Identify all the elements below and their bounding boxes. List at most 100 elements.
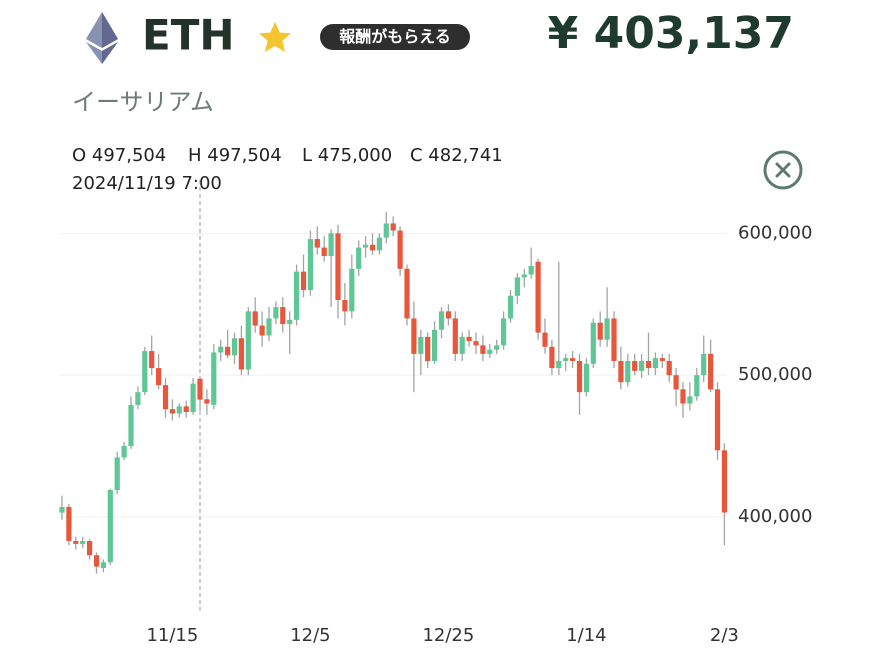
- candle-body: [432, 329, 438, 361]
- candle-body: [273, 307, 279, 319]
- ohlc-label: L 475,000: [302, 145, 392, 166]
- candle-body: [687, 396, 693, 404]
- candle-body: [307, 239, 313, 291]
- candle-body: [363, 244, 369, 248]
- candle-body: [411, 318, 417, 354]
- x-tick-label: 12/25: [422, 625, 474, 646]
- candle-body: [542, 332, 548, 347]
- candle-body: [238, 338, 244, 370]
- candle-body: [300, 271, 307, 291]
- candle-body: [390, 223, 396, 231]
- candle-body: [121, 446, 127, 458]
- ohlc-label: H 497,504: [188, 145, 282, 166]
- candle-body: [549, 346, 555, 369]
- candle-body: [452, 318, 458, 354]
- candle-body: [369, 244, 376, 251]
- candle-body: [107, 489, 113, 563]
- candle-body: [245, 311, 251, 370]
- candle-body: [528, 265, 534, 275]
- candle-body: [66, 507, 72, 542]
- candle-body: [321, 247, 327, 257]
- candle-body: [197, 378, 203, 400]
- candle-body: [570, 358, 576, 361]
- x-tick-label: 2/3: [710, 625, 739, 646]
- candle-body: [328, 233, 334, 257]
- candle-body: [425, 336, 431, 361]
- candle-body: [376, 237, 382, 251]
- y-tick-label: 400,000: [738, 506, 812, 527]
- candle-body: [721, 450, 727, 513]
- candle-body: [169, 409, 175, 414]
- candle-body: [73, 541, 79, 544]
- candle-body: [438, 311, 445, 330]
- candle-body: [625, 360, 631, 383]
- candle-body: [590, 322, 596, 364]
- candle-body: [287, 319, 293, 325]
- candle-body: [597, 322, 603, 340]
- candle-body: [128, 404, 134, 447]
- candle-body: [335, 233, 341, 301]
- candle-body: [604, 318, 610, 340]
- candle-body: [383, 223, 389, 238]
- candle-body: [135, 392, 141, 405]
- candle-body: [280, 307, 286, 325]
- candle-body: [659, 358, 665, 361]
- candle-body: [204, 399, 210, 404]
- candle-body: [576, 360, 583, 393]
- candle-body: [514, 277, 520, 296]
- candle-body: [349, 268, 355, 312]
- candle-body: [142, 351, 148, 393]
- candle-body: [618, 360, 624, 383]
- reward-badge[interactable]: [320, 24, 470, 50]
- candle-body: [156, 368, 162, 386]
- candle-body: [231, 338, 238, 356]
- candle-body: [190, 383, 196, 413]
- candle-body: [680, 389, 686, 404]
- candle-body: [314, 239, 320, 248]
- candle-body: [259, 325, 265, 336]
- candle-body: [266, 318, 272, 336]
- candle-body: [466, 336, 472, 342]
- candle-body: [218, 346, 224, 353]
- candle-body: [404, 268, 410, 319]
- favorite-star[interactable]: [259, 22, 291, 52]
- candle-body: [501, 318, 507, 346]
- candle-body: [93, 555, 100, 567]
- candle-body: [114, 457, 120, 490]
- candle-body: [87, 541, 93, 556]
- candle-body: [652, 358, 658, 369]
- close-button[interactable]: [763, 150, 803, 190]
- candle-body: [708, 353, 714, 390]
- candle-body: [714, 389, 721, 451]
- candle-body: [639, 360, 645, 371]
- candle-body: [59, 507, 65, 513]
- reward-badge-label: 報酬がもらえる: [339, 27, 451, 46]
- candle-body: [563, 358, 569, 361]
- candle-body: [494, 345, 500, 350]
- y-tick-label: 600,000: [738, 222, 812, 243]
- candle-body: [211, 352, 217, 405]
- candle-body: [535, 261, 541, 333]
- candle-body: [397, 230, 403, 269]
- candle-body: [521, 274, 527, 278]
- candle-body: [294, 271, 300, 320]
- candle-body: [418, 336, 424, 354]
- x-tick-label: 1/14: [566, 625, 606, 646]
- price: ¥ 403,137: [548, 8, 794, 59]
- candle-body: [694, 375, 700, 397]
- symbol: ETH: [142, 11, 235, 60]
- candle-body: [583, 363, 589, 393]
- ohlc-info: O 497,504 H 497,504 L 475,000 C 482,741: [72, 145, 503, 166]
- candle-body: [645, 360, 652, 369]
- y-tick-label: 500,000: [738, 364, 812, 385]
- candle-body: [480, 345, 486, 354]
- candle-body: [611, 318, 617, 361]
- candle-body: [252, 311, 258, 326]
- ohlc-label: C 482,741: [410, 145, 503, 166]
- ohlc-label: O 497,504: [72, 145, 166, 166]
- candle-body: [507, 295, 514, 319]
- x-tick-label: 12/5: [290, 625, 330, 646]
- candle-body: [632, 360, 638, 371]
